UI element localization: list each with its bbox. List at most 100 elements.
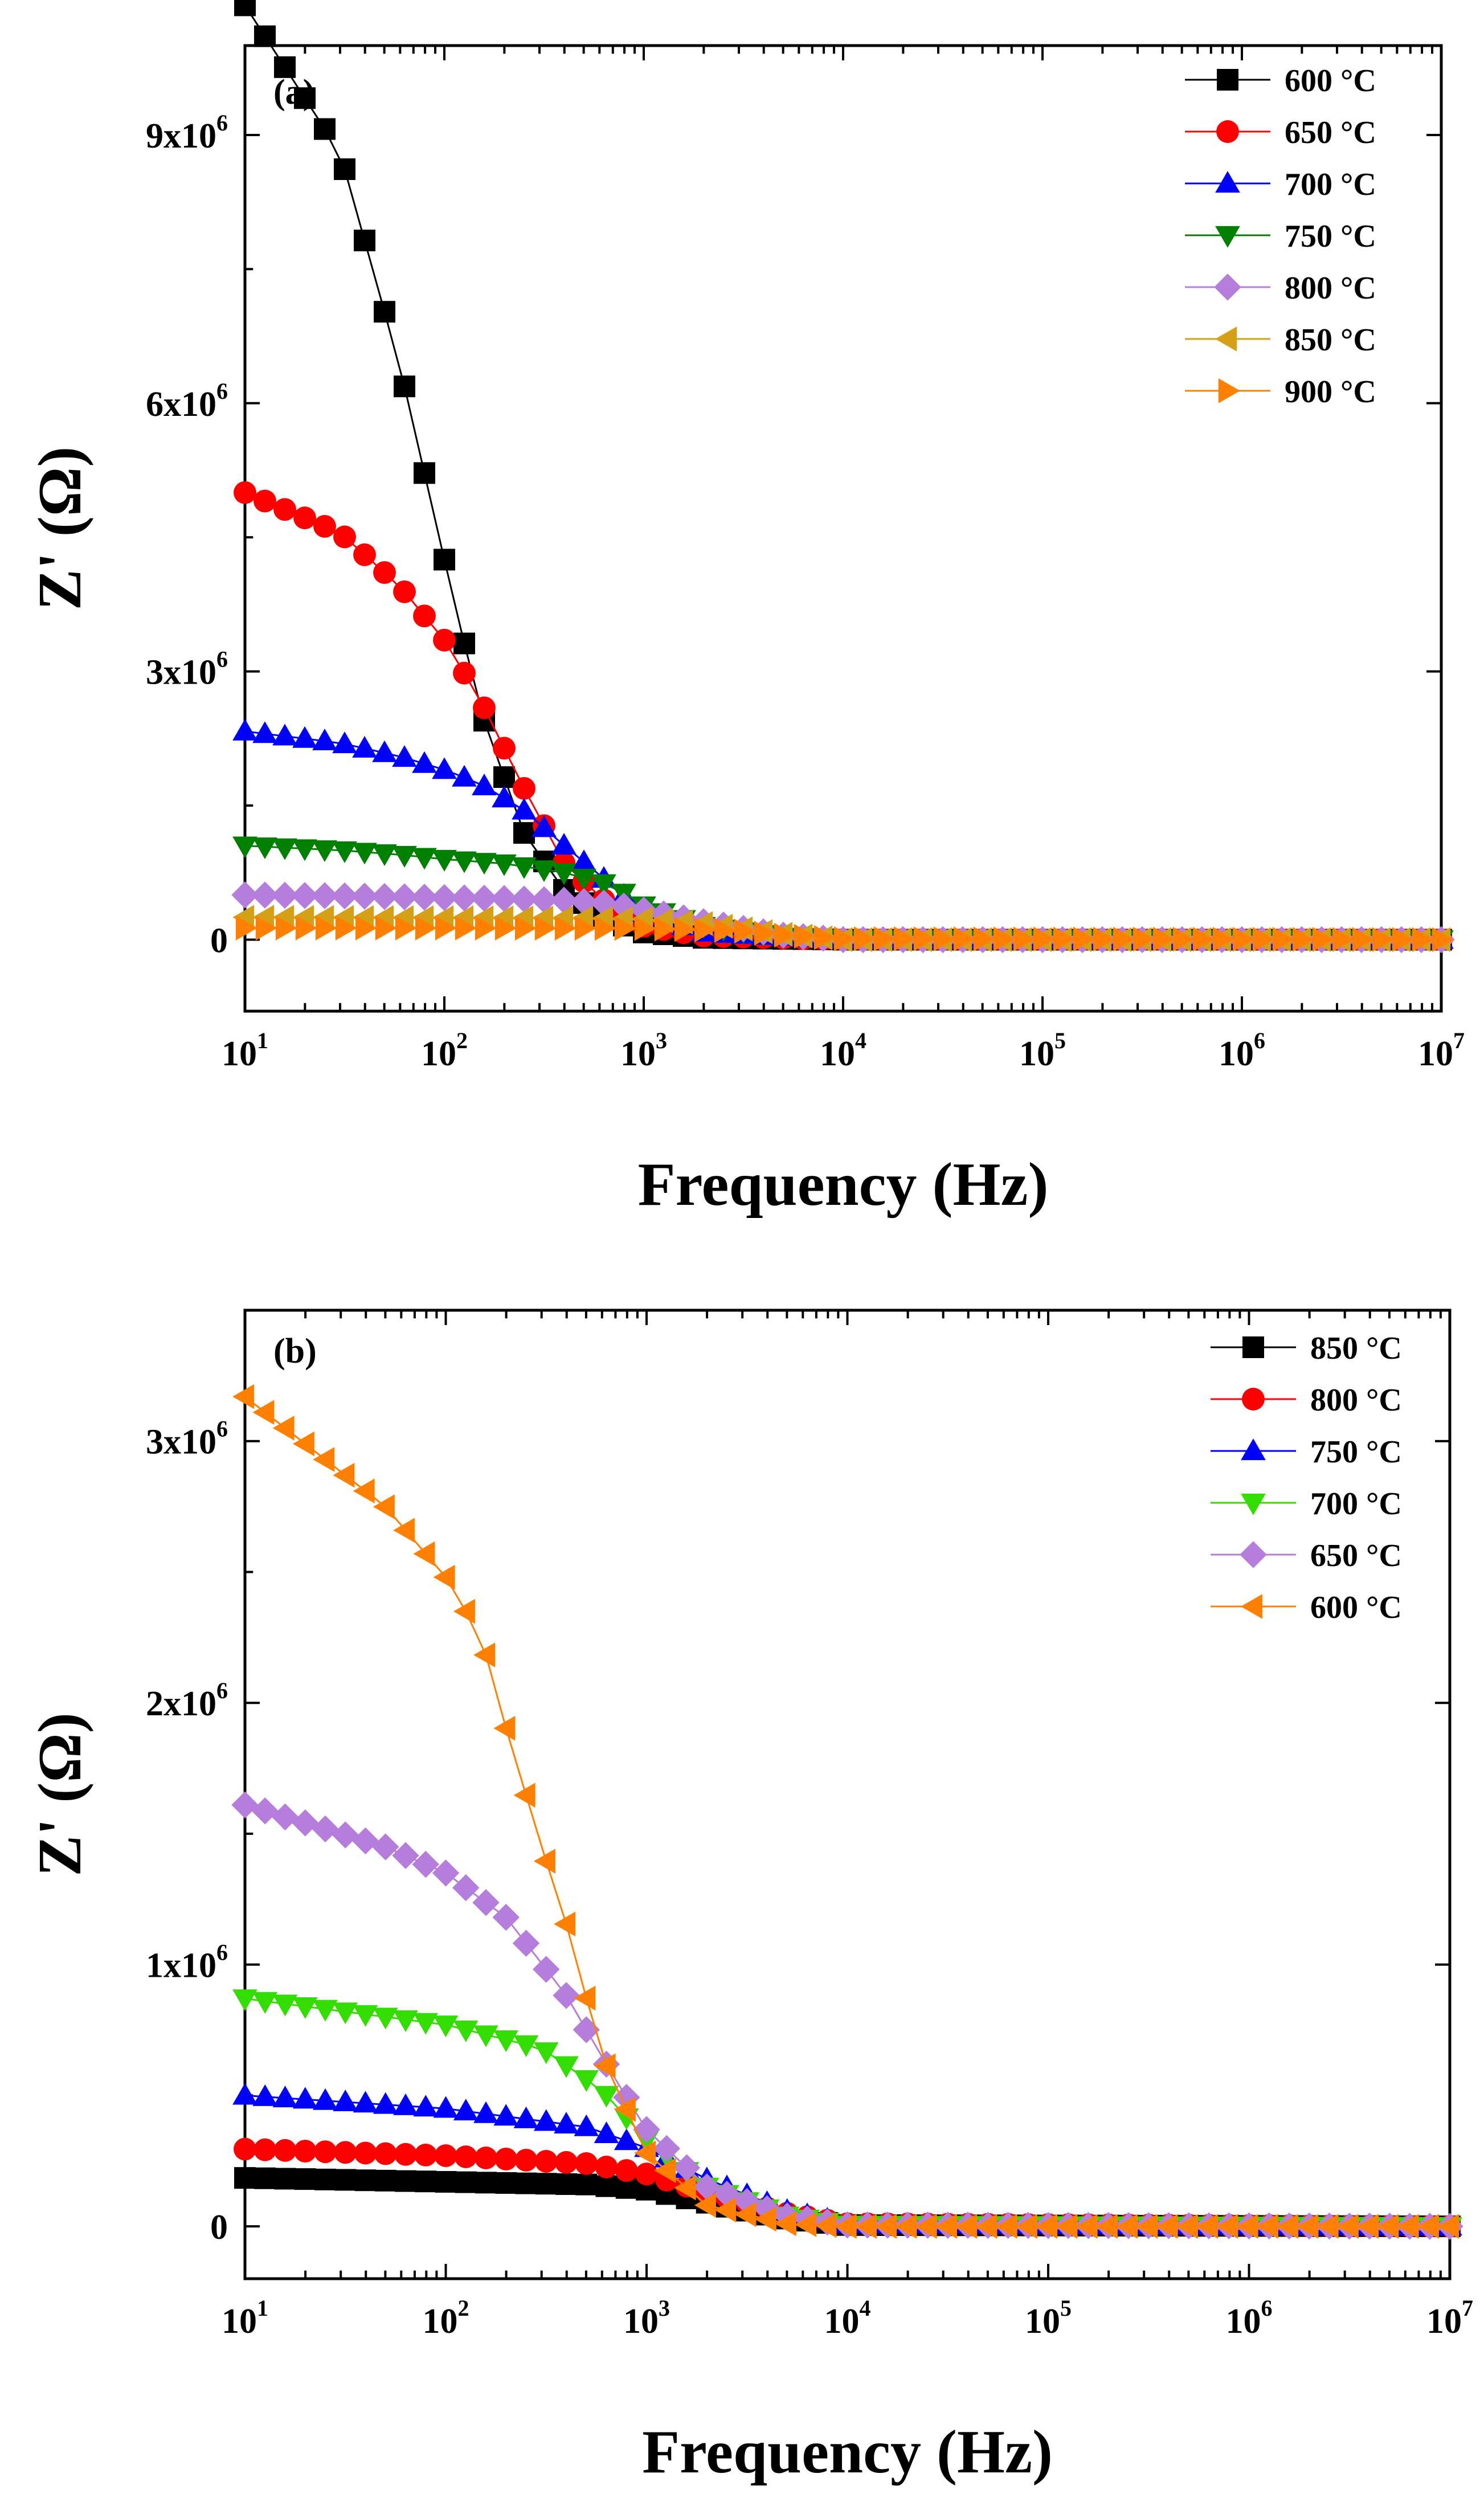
data-point <box>493 2030 519 2053</box>
data-point <box>473 696 496 719</box>
data-point <box>575 2173 598 2196</box>
data-point <box>714 2197 737 2223</box>
y-tick-label: 0 <box>210 921 228 960</box>
data-point <box>313 514 336 538</box>
legend-label: 600 °C <box>1285 63 1376 99</box>
data-point <box>1412 927 1434 952</box>
data-point <box>433 2096 459 2118</box>
data-point <box>393 2093 418 2115</box>
data-point <box>291 882 318 909</box>
x-tick-label: 106 <box>1219 1028 1265 1073</box>
data-point <box>433 1564 455 1590</box>
data-point <box>1196 2214 1219 2239</box>
legend-item: 850 °C <box>1211 1331 1402 1366</box>
legend-marker <box>1242 1336 1264 1358</box>
legend-label: 800 °C <box>1285 271 1376 306</box>
data-point <box>1113 926 1135 952</box>
data-point <box>551 863 577 885</box>
y-tick-label: 6x106 <box>146 378 228 424</box>
data-point <box>493 766 515 788</box>
data-point <box>252 721 277 743</box>
data-point <box>234 2167 256 2189</box>
data-point <box>515 2172 537 2194</box>
legend-label: 750 °C <box>1285 219 1376 254</box>
data-point <box>855 2214 877 2239</box>
data-point <box>275 915 297 941</box>
data-point <box>254 489 276 513</box>
data-point <box>654 916 676 942</box>
data-point <box>432 1859 460 1887</box>
data-point <box>1252 927 1274 952</box>
legend-label: 850 °C <box>1310 1331 1402 1366</box>
data-point <box>353 543 376 566</box>
data-point <box>512 1929 540 1957</box>
panel-b: 101 102 103 104 105 106 107 0 1x106 2x106 3x106 Fre… <box>26 1309 1473 2486</box>
data-point <box>455 2171 477 2193</box>
data-point <box>571 849 596 872</box>
data-point <box>973 926 995 952</box>
data-point <box>292 2087 318 2109</box>
data-point <box>1332 927 1354 952</box>
data-point <box>415 2170 437 2193</box>
legend-marker <box>1215 171 1240 193</box>
data-point <box>354 2169 377 2192</box>
data-point <box>615 2159 638 2182</box>
legend-label: 650 °C <box>1285 115 1376 150</box>
data-point <box>734 2202 757 2227</box>
x-tick-label: 104 <box>820 1028 866 1073</box>
x-tick-label: 102 <box>421 1028 468 1073</box>
data-point <box>293 506 316 530</box>
data-point <box>1397 2214 1419 2239</box>
data-point <box>1212 927 1234 952</box>
data-point <box>353 2091 378 2113</box>
data-point <box>452 1874 480 1902</box>
x-tick-label: 105 <box>1025 2295 1072 2341</box>
data-point <box>734 918 756 944</box>
y-axis: 0 1x106 2x106 3x106 <box>146 1416 1450 2247</box>
legend-item: 650 °C <box>1185 115 1376 150</box>
data-point <box>795 2212 817 2237</box>
data-point <box>312 840 337 862</box>
data-point <box>615 2177 637 2199</box>
data-point <box>392 845 417 868</box>
data-point <box>510 885 538 913</box>
legend-item: 700 °C <box>1185 167 1376 202</box>
data-point <box>394 2143 417 2166</box>
y-tick-label: 3x106 <box>146 647 228 692</box>
data-point <box>432 757 457 779</box>
data-point <box>594 2086 619 2108</box>
data-point <box>653 2135 680 2162</box>
data-point <box>1095 2214 1118 2239</box>
data-point <box>550 886 578 914</box>
data-point <box>654 2158 676 2183</box>
data-point <box>391 883 418 911</box>
data-point <box>292 726 317 748</box>
data-point <box>292 1809 319 1837</box>
data-point <box>293 2140 317 2162</box>
data-point <box>1192 926 1215 952</box>
legend-label: 700 °C <box>1310 1486 1402 1522</box>
x-axis: 101 102 103 104 105 106 107 <box>222 46 1465 1073</box>
data-point <box>532 860 557 882</box>
data-point <box>411 884 438 911</box>
data-point <box>251 881 279 909</box>
data-point <box>373 1494 395 1519</box>
data-point <box>1372 927 1394 952</box>
data-point <box>231 1791 259 1819</box>
data-point <box>472 774 497 796</box>
data-point <box>754 2206 776 2232</box>
x-tick-label: 101 <box>222 1028 268 1073</box>
data-point <box>493 2104 519 2126</box>
data-point <box>453 661 476 685</box>
data-point <box>554 2056 579 2078</box>
data-point <box>1073 926 1095 952</box>
x-axis-label: Frequency (Hz) <box>642 2418 1053 2486</box>
data-point <box>434 2144 457 2168</box>
data-point <box>1156 2214 1178 2239</box>
data-point <box>614 915 636 941</box>
data-point <box>1053 926 1075 952</box>
data-point <box>354 230 375 252</box>
data-point <box>413 2095 439 2117</box>
data-point <box>435 2171 457 2193</box>
